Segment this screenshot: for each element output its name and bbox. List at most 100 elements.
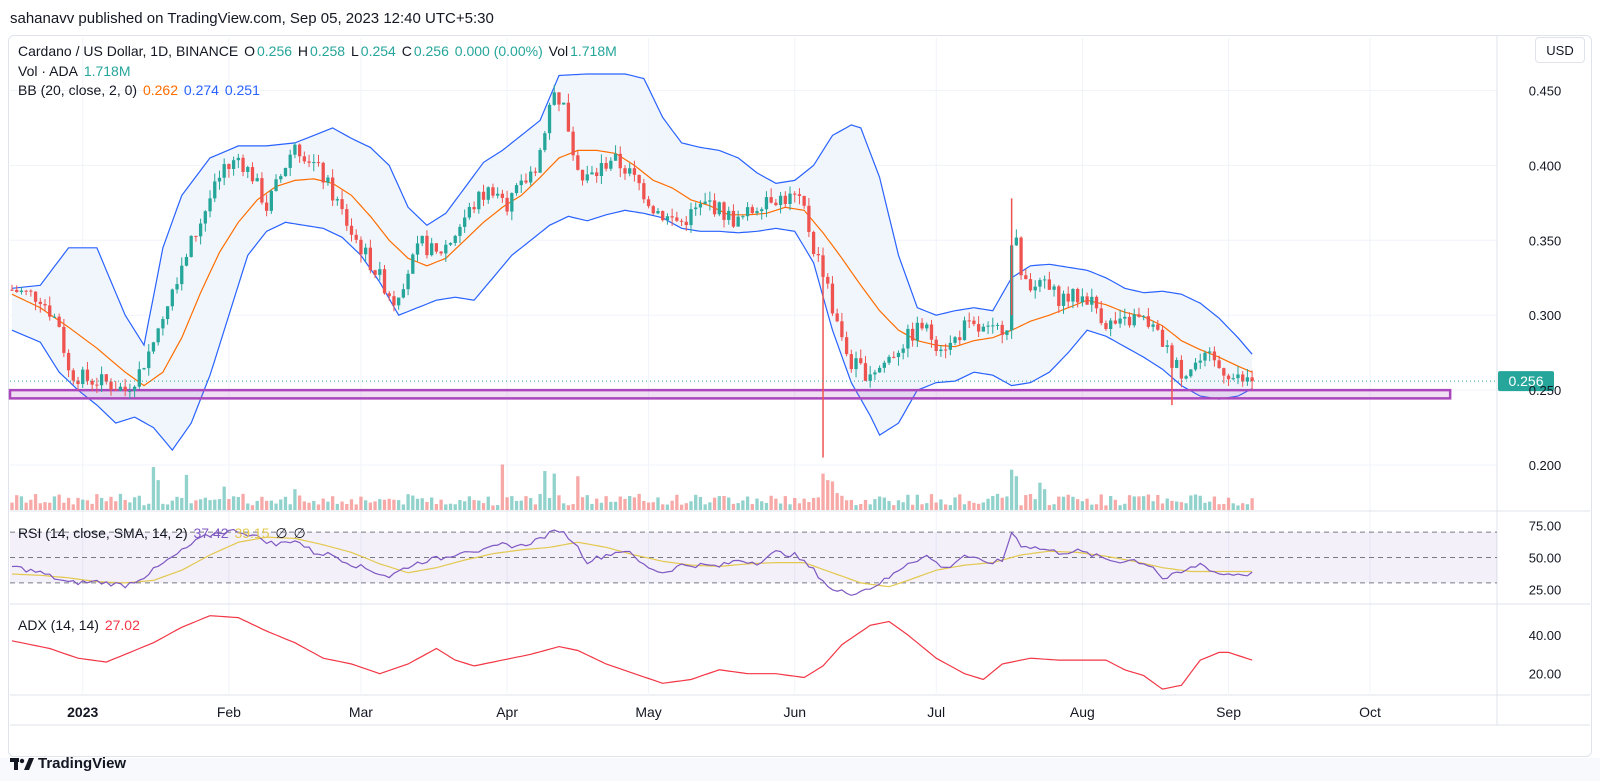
symbol-title[interactable]: Cardano / US Dollar, 1D, BINANCE xyxy=(18,43,239,59)
candle-up xyxy=(547,102,552,140)
candle-down xyxy=(661,210,665,222)
candle-body xyxy=(576,155,580,170)
candle-up xyxy=(727,206,731,225)
vol-value: 1.718M xyxy=(570,43,617,59)
candle-down xyxy=(1241,371,1245,387)
candle-body xyxy=(1109,320,1113,329)
volume-bar xyxy=(745,496,750,510)
candle-down xyxy=(675,211,679,223)
volume-bar xyxy=(778,503,783,510)
volume-bar xyxy=(1118,505,1122,510)
legend-bb[interactable]: BB (20, close, 2, 0) 0.262 0.274 0.251 xyxy=(18,82,262,98)
volume-bar xyxy=(901,502,905,510)
candle-down xyxy=(783,191,787,208)
volume-bar xyxy=(967,500,971,510)
support-zone-layer xyxy=(8,388,1452,400)
candle-down xyxy=(1099,300,1103,326)
candle-body xyxy=(1000,324,1004,335)
price-tick-label: 0.300 xyxy=(1529,308,1562,323)
volume-bar xyxy=(147,503,151,510)
volume-bar xyxy=(236,497,240,510)
candle-down xyxy=(1146,308,1151,329)
candle-body xyxy=(434,243,439,252)
volume-bar xyxy=(708,502,712,510)
candle-body xyxy=(321,162,325,183)
candle-up xyxy=(948,335,952,356)
candle-down xyxy=(349,218,354,242)
volume-bar xyxy=(793,497,797,510)
volume-bar xyxy=(943,504,948,510)
volume-bar xyxy=(722,495,726,510)
candle-body xyxy=(793,193,797,195)
time-tick-label: Apr xyxy=(496,704,518,720)
candle-body xyxy=(736,216,740,227)
volume-bar xyxy=(684,503,688,510)
currency-button[interactable]: USD xyxy=(1535,37,1585,63)
candle-body xyxy=(967,320,971,322)
legend-adx[interactable]: ADX (14, 14) 27.02 xyxy=(18,617,142,633)
volume-bar xyxy=(892,505,896,510)
volume-bar xyxy=(1208,501,1212,510)
volume-bar xyxy=(642,501,646,510)
volume-bar xyxy=(250,505,255,510)
legend-volume[interactable]: Vol · ADA 1.718M xyxy=(18,63,133,79)
candle-down xyxy=(345,204,349,231)
change-value: 0.000 (0.00%) xyxy=(454,43,543,59)
candle-body xyxy=(1066,293,1070,302)
candle-body xyxy=(283,167,288,177)
candle-body xyxy=(538,150,542,173)
candle-body xyxy=(651,206,655,214)
candle-body xyxy=(689,209,693,226)
legend-rsi[interactable]: RSI (14, close, SMA, 14, 2) 37.42 39.15 … xyxy=(18,525,308,542)
candle-body xyxy=(241,157,245,172)
volume-bar xyxy=(401,504,406,510)
candle-body xyxy=(1198,360,1202,363)
tradingview-brand[interactable]: TradingView xyxy=(10,755,126,772)
candle-up xyxy=(760,207,764,220)
candle-up xyxy=(698,200,703,216)
volume-bar xyxy=(95,494,99,510)
candle-body xyxy=(373,270,377,275)
candle-body xyxy=(165,306,170,320)
candle-body xyxy=(316,162,321,164)
candle-body xyxy=(665,216,670,221)
last-price-tag xyxy=(1498,371,1554,392)
candle-down xyxy=(15,285,19,293)
candle-body xyxy=(255,178,259,182)
candle-down xyxy=(910,322,915,347)
volume-bar xyxy=(1000,497,1004,510)
candle-body xyxy=(1090,296,1094,305)
volume-bar xyxy=(477,500,481,510)
candle-down xyxy=(632,160,637,182)
candle-body xyxy=(430,243,434,256)
candle-up xyxy=(151,341,156,355)
volume-bar xyxy=(788,504,792,510)
candle-body xyxy=(274,179,278,191)
volume-bar xyxy=(755,498,759,510)
volume-bar xyxy=(764,502,769,510)
volume-bar xyxy=(151,467,156,510)
volume-bar xyxy=(231,496,236,510)
candle-body xyxy=(15,289,19,293)
candle-up xyxy=(147,344,151,376)
candle-down xyxy=(373,269,377,279)
volume-bar xyxy=(1019,505,1023,510)
bb-upper-value: 0.274 xyxy=(183,82,219,98)
candle-body xyxy=(524,180,528,183)
volume-bar xyxy=(1028,493,1033,510)
candle-body xyxy=(1160,329,1165,347)
candle-down xyxy=(491,183,495,199)
time-tick-label: Jun xyxy=(783,704,806,720)
candle-down xyxy=(434,243,439,254)
volume-bar xyxy=(496,505,500,510)
candle-body xyxy=(1184,376,1188,379)
candle-up xyxy=(132,385,137,398)
candle-down xyxy=(1217,355,1221,369)
low-value: 0.254 xyxy=(360,43,396,59)
volume-bar xyxy=(467,496,472,510)
volume-bar xyxy=(142,505,146,510)
candle-up xyxy=(590,166,594,175)
volume-bar xyxy=(109,496,113,510)
volume-bar xyxy=(184,474,189,510)
